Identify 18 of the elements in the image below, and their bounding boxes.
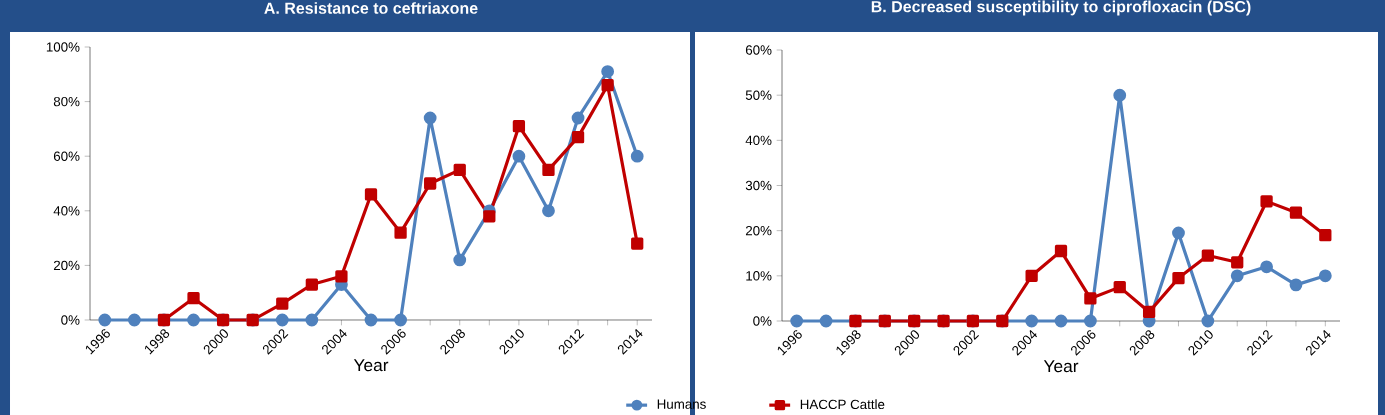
y-tick-label: 0% <box>753 316 772 326</box>
y-tick-label: 10% <box>746 271 772 281</box>
x-axis-title: Year <box>353 359 389 372</box>
legend-label: HACCP Cattle <box>800 399 885 410</box>
y-tick-label: 0% <box>61 315 80 325</box>
y-tick-label: 60% <box>745 45 772 55</box>
x-axis-title: Year <box>1043 360 1079 373</box>
y-tick-label: 100% <box>46 42 80 52</box>
y-tick-label: 80% <box>53 96 80 107</box>
y-tick-label: 30% <box>745 180 772 191</box>
y-tick-label: 20% <box>745 225 772 236</box>
y-tick-label: 20% <box>53 260 80 271</box>
chart-title: A. Resistance to ceftriaxone <box>264 2 478 14</box>
chart-title: B. Decreased susceptibility to ciprofloxacin (DSC) <box>871 0 1251 16</box>
y-tick-label: 40% <box>53 206 80 216</box>
y-tick-label: 40% <box>745 135 772 146</box>
y-tick-label: 50% <box>745 90 772 100</box>
y-tick-label: 60% <box>53 151 80 161</box>
